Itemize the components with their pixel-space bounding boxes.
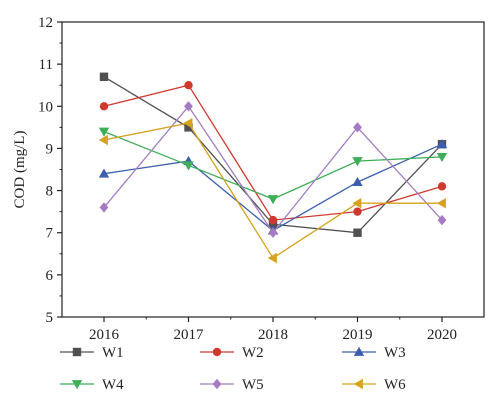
x-tick-label: 2017 bbox=[174, 327, 205, 343]
data-point-w5 bbox=[353, 122, 362, 133]
plot-area: 5 6 7 8 9 10 11 12 2016 2017 2018 2019 2020 bbox=[38, 15, 485, 343]
series-line-w1 bbox=[103, 76, 443, 234]
legend-item-w2: W2 bbox=[200, 345, 264, 361]
x-tick-label: 2020 bbox=[427, 327, 457, 343]
plot-frame bbox=[61, 21, 485, 318]
data-point-w4 bbox=[436, 152, 448, 163]
data-point-w6 bbox=[352, 198, 362, 209]
data-point-w5 bbox=[99, 202, 109, 213]
data-point-w2 bbox=[184, 81, 193, 90]
y-tick-label: 10 bbox=[38, 99, 53, 115]
series-w6 bbox=[98, 117, 446, 264]
data-point-w6 bbox=[183, 117, 193, 129]
data-point-w5 bbox=[268, 227, 278, 238]
legend-label: W4 bbox=[102, 377, 124, 393]
series-w4 bbox=[98, 127, 448, 205]
legend-label: W1 bbox=[102, 345, 124, 361]
legend-marker bbox=[212, 347, 222, 357]
data-point-w6 bbox=[267, 252, 277, 264]
y-tick-label: 8 bbox=[46, 184, 54, 200]
data-point-w3 bbox=[98, 168, 110, 178]
y-tick-label: 7 bbox=[46, 226, 54, 242]
y-tick-label: 5 bbox=[46, 310, 54, 326]
legend-marker bbox=[72, 347, 82, 357]
legend-item-w4: W4 bbox=[60, 377, 124, 393]
data-point-w1 bbox=[353, 228, 362, 237]
data-point-w3 bbox=[436, 139, 448, 149]
data-point-w5 bbox=[184, 101, 193, 112]
legend-marker bbox=[212, 378, 222, 390]
legend-item-w5: W5 bbox=[200, 377, 264, 393]
series-line-w5 bbox=[103, 105, 443, 234]
data-point-w3 bbox=[352, 176, 363, 187]
data-point-w4 bbox=[267, 195, 279, 205]
legend-label: W6 bbox=[384, 377, 406, 393]
data-point-w4 bbox=[98, 127, 110, 137]
x-tick-label: 2018 bbox=[258, 327, 288, 343]
data-point-w4 bbox=[183, 161, 194, 171]
data-point-w6 bbox=[98, 134, 108, 146]
x-tick-label: 2019 bbox=[343, 327, 373, 343]
legend-marker bbox=[353, 378, 363, 390]
y-tick-label: 11 bbox=[39, 57, 53, 73]
data-point-w2 bbox=[268, 215, 278, 225]
x-tick-label: 2016 bbox=[89, 327, 120, 343]
y-tick-label: 6 bbox=[46, 268, 54, 284]
legend-label: W3 bbox=[384, 345, 406, 361]
legend-marker bbox=[353, 346, 365, 356]
legend-label: W2 bbox=[242, 345, 264, 361]
data-point-w1 bbox=[99, 72, 109, 81]
y-axis-title: COD (mg/L) bbox=[12, 131, 28, 209]
legend-item-w3: W3 bbox=[342, 345, 406, 361]
data-point-w6 bbox=[436, 198, 446, 209]
series-w1 bbox=[99, 72, 447, 237]
data-point-w2 bbox=[437, 182, 447, 191]
data-point-w4 bbox=[352, 157, 363, 167]
data-point-w2 bbox=[353, 207, 362, 216]
data-point-w2 bbox=[99, 102, 109, 111]
legend-marker bbox=[71, 380, 83, 390]
data-point-w5 bbox=[437, 214, 447, 226]
data-point-w1 bbox=[184, 123, 193, 132]
legend: W1 W2 W3 W4 W5 W6 bbox=[60, 345, 406, 393]
series-w5 bbox=[99, 101, 447, 238]
y-tick-label: 9 bbox=[46, 141, 54, 157]
y-tick-label: 12 bbox=[38, 15, 53, 31]
legend-item-w6: W6 bbox=[342, 377, 406, 393]
legend-label: W5 bbox=[242, 377, 264, 393]
data-point-w1 bbox=[268, 220, 278, 229]
legend-item-w1: W1 bbox=[60, 345, 124, 361]
